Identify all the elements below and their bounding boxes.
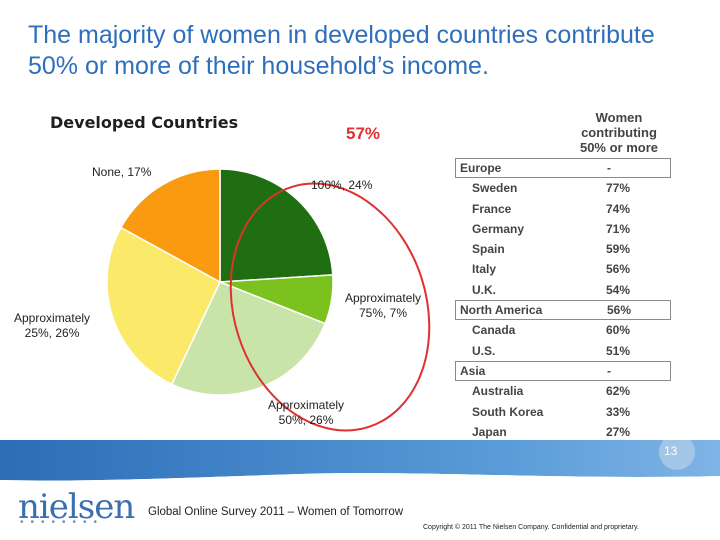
row-name: Sweden bbox=[472, 181, 518, 196]
row-name: U.K. bbox=[472, 282, 496, 297]
row-value: 51% bbox=[606, 343, 631, 358]
table-region-row: Europe - bbox=[455, 158, 671, 179]
table-row: Canada 60% bbox=[455, 320, 671, 340]
row-value: 56% bbox=[606, 262, 631, 277]
table-header: Women contributing 50% or more bbox=[579, 110, 659, 155]
table-row: Australia 62% bbox=[455, 381, 671, 401]
footer-band bbox=[0, 440, 720, 540]
table-region-row: Asia - bbox=[455, 360, 671, 382]
table-row: South Korea 33% bbox=[455, 402, 671, 422]
table-row: U.K. 54% bbox=[455, 280, 671, 300]
row-value: 71% bbox=[606, 221, 631, 236]
table-row: France 74% bbox=[455, 199, 671, 219]
slice-label-25: Approximately 25%, 26% bbox=[14, 311, 91, 340]
chart-title: Developed Countries bbox=[50, 113, 239, 132]
table-row: Germany 71% bbox=[455, 219, 671, 239]
row-name: Europe bbox=[460, 161, 502, 175]
table-region-row: North America 56% bbox=[455, 300, 671, 321]
page-number: 13 bbox=[664, 444, 678, 458]
nielsen-logo: nielsen bbox=[18, 487, 135, 527]
row-value: 60% bbox=[606, 323, 631, 338]
row-name: France bbox=[472, 201, 512, 216]
slice-label-50: Approximately 50%, 26% bbox=[268, 398, 345, 427]
row-name: Spain bbox=[472, 242, 505, 257]
row-value: 33% bbox=[606, 404, 631, 419]
row-value: 77% bbox=[606, 181, 631, 196]
slice-label-none: None, 17% bbox=[92, 165, 152, 179]
pie-slice-2 bbox=[170, 281, 327, 396]
slice-label-75: Approximately 75%, 7% bbox=[345, 291, 422, 320]
row-value: 27% bbox=[606, 424, 631, 439]
table-row: Sweden 77% bbox=[455, 178, 671, 198]
row-value: 56% bbox=[607, 303, 632, 318]
slice-label-100: 100%, 24% bbox=[311, 178, 373, 192]
row-name: Italy bbox=[472, 262, 497, 277]
country-table: Women contributing 50% or more Europe - Sw… bbox=[455, 110, 671, 439]
row-name: Canada bbox=[472, 323, 516, 338]
table-row: U.S. 51% bbox=[455, 341, 671, 361]
logo-dots: •••••••• bbox=[20, 517, 105, 528]
table-row: Italy 56% bbox=[455, 259, 671, 279]
slide-title: The majority of women in developed count… bbox=[28, 21, 655, 80]
row-name: Germany bbox=[472, 221, 525, 236]
row-value: - bbox=[607, 161, 611, 175]
page-number-circle bbox=[659, 440, 695, 470]
callout-percentage: 57% bbox=[346, 124, 381, 143]
footer-source: Global Online Survey 2011 – Women of Tom… bbox=[148, 506, 404, 518]
row-name: Australia bbox=[472, 384, 524, 399]
row-value: 74% bbox=[606, 201, 631, 216]
table-row: Spain 59% bbox=[455, 239, 671, 259]
pie-slice-4 bbox=[119, 168, 221, 284]
row-value: 59% bbox=[606, 242, 631, 257]
row-name: Asia bbox=[460, 363, 486, 378]
row-name: South Korea bbox=[472, 404, 544, 419]
table-row: Japan 27% bbox=[455, 422, 671, 442]
table-rows: Europe - Sweden 77% France 74% Germany 71% Spain… bbox=[455, 158, 671, 442]
row-name: North America bbox=[460, 303, 543, 318]
row-value: 54% bbox=[606, 282, 631, 297]
row-name: U.S. bbox=[472, 343, 496, 358]
highlight-ellipse bbox=[229, 182, 431, 432]
row-value: 62% bbox=[606, 384, 631, 399]
row-name: Japan bbox=[472, 424, 507, 439]
pie-slice-0 bbox=[219, 168, 334, 283]
copyright-text: Copyright © 2011 The Nielsen Company. Co… bbox=[423, 524, 639, 531]
row-value: - bbox=[607, 363, 611, 378]
